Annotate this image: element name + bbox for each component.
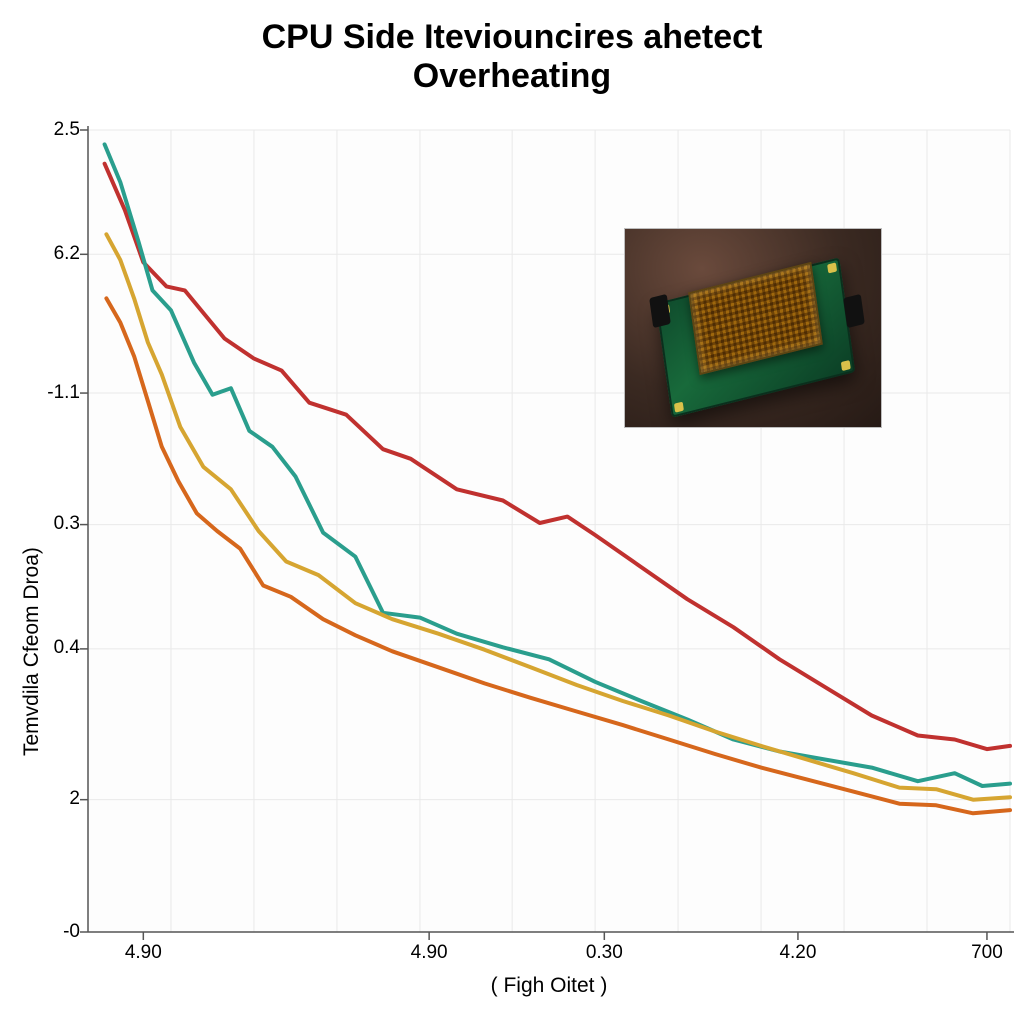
y-axis-label: Temvdila Cfeom Droa) <box>20 547 44 756</box>
y-tick-label: -1.1 <box>26 382 80 404</box>
y-tick-label: -0 <box>26 921 80 943</box>
x-axis-label: ( Figh Oitet ) <box>88 974 1010 998</box>
chart-container: CPU Side Iteviouncires ahetect Overheati… <box>0 0 1024 1024</box>
chart-svg <box>0 0 1024 1024</box>
x-tick-label: 4.90 <box>389 942 469 964</box>
y-tick-label: 0.3 <box>26 513 80 535</box>
x-tick-label: 4.20 <box>758 942 838 964</box>
x-tick-label: 4.90 <box>103 942 183 964</box>
x-tick-label: 0.30 <box>564 942 644 964</box>
cpu-inset-image <box>624 228 882 428</box>
y-tick-label: 2 <box>26 788 80 810</box>
x-tick-label: 700 <box>947 942 1024 964</box>
y-tick-label: 2.5 <box>26 119 80 141</box>
y-tick-label: 6.2 <box>26 243 80 265</box>
